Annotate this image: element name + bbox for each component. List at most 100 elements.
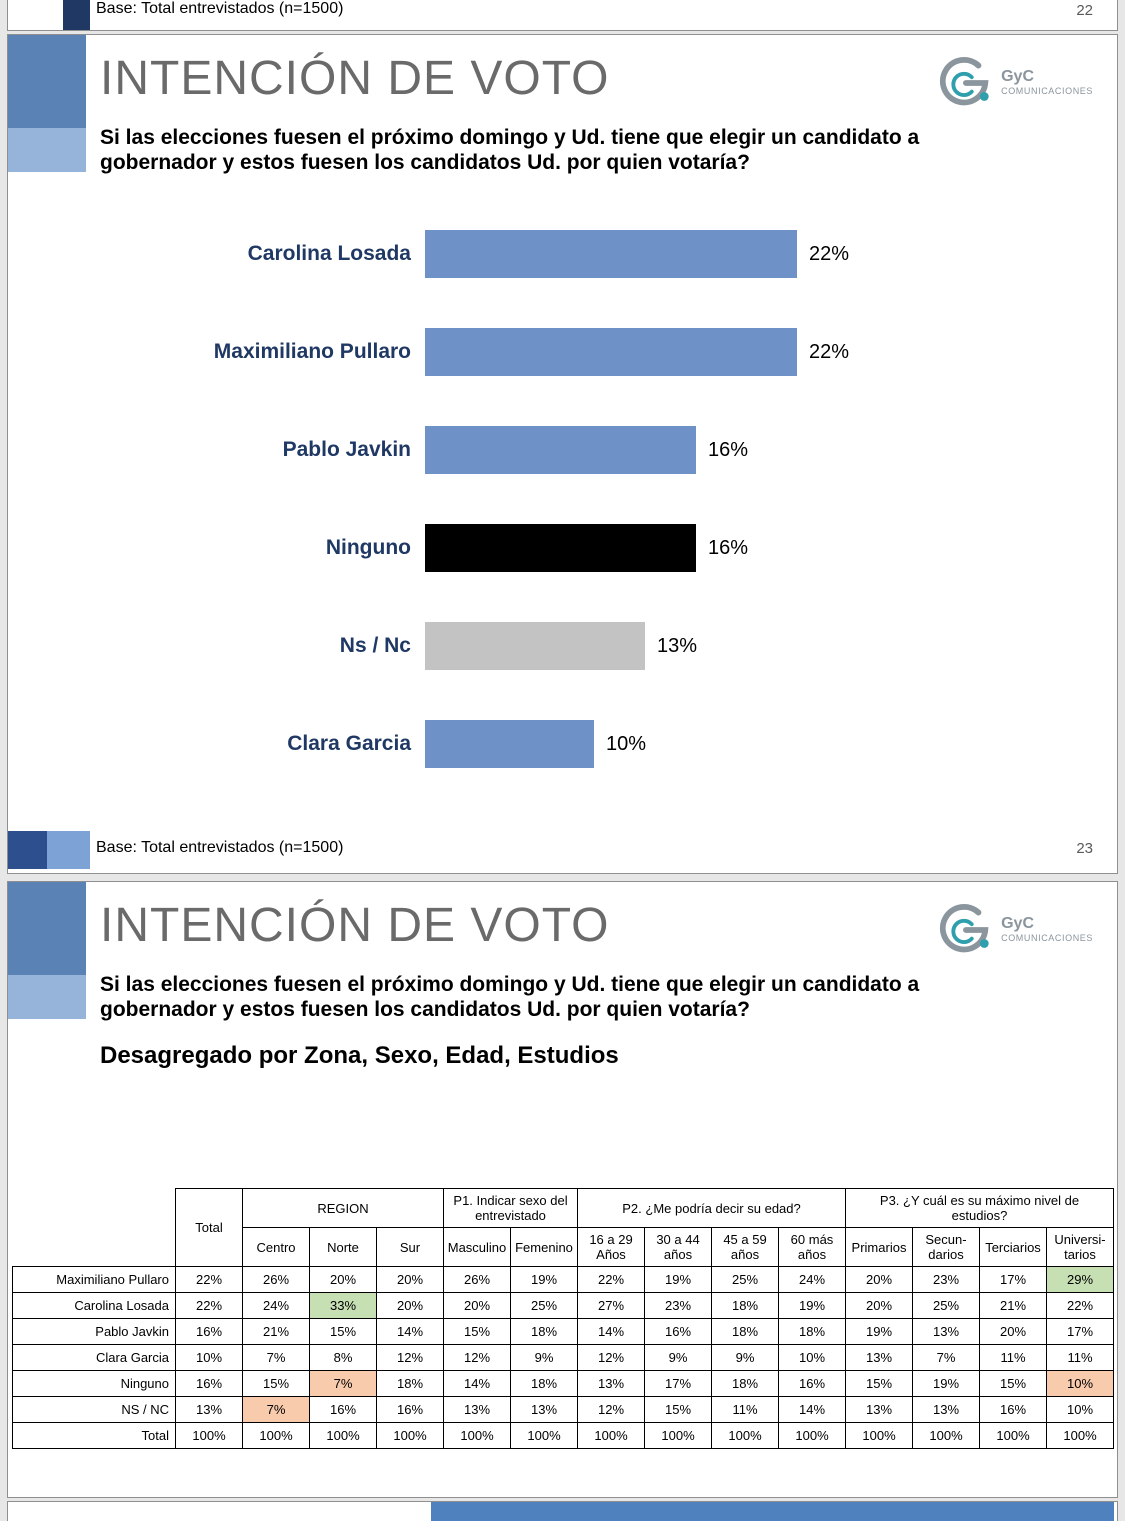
table-cell: 100% bbox=[711, 1422, 779, 1449]
table-cell: 11% bbox=[979, 1344, 1047, 1371]
column-group-header: REGION bbox=[242, 1188, 444, 1228]
table-cell: 15% bbox=[309, 1318, 377, 1345]
table-cell: 15% bbox=[443, 1318, 511, 1345]
slide-title: INTENCIÓN DE VOTO bbox=[100, 52, 610, 105]
bar-value-label: 22% bbox=[809, 242, 850, 265]
table-cell: 16% bbox=[175, 1370, 243, 1397]
logo-sub-text: COMUNICACIONES bbox=[1001, 933, 1093, 943]
slide-vote-intention-table: INTENCIÓN DE VOTO GyC COMUNICACIONES Si … bbox=[7, 881, 1118, 1498]
table-cell: 25% bbox=[912, 1292, 980, 1319]
bar bbox=[425, 720, 594, 768]
table-cell: 16% bbox=[778, 1370, 846, 1397]
question-line1: Si las elecciones fuesen el próximo domi… bbox=[100, 973, 920, 996]
table-cell: 13% bbox=[845, 1344, 913, 1371]
table-cell: 15% bbox=[979, 1370, 1047, 1397]
table-cell: 10% bbox=[1046, 1370, 1114, 1397]
bar-row: Carolina Losada 22% bbox=[8, 230, 1117, 278]
bar bbox=[425, 622, 645, 670]
prev-base-note: Base: Total entrevistados (n=1500) bbox=[96, 0, 344, 17]
accent-dark-block bbox=[8, 35, 86, 128]
row-label: NS / NC bbox=[12, 1396, 176, 1423]
table-corner bbox=[13, 1189, 176, 1228]
bar-value-label: 16% bbox=[708, 438, 749, 461]
table-cell: 17% bbox=[979, 1266, 1047, 1293]
table-corner bbox=[13, 1228, 176, 1267]
logo-brand-text: GyC bbox=[1001, 915, 1034, 932]
row-label: Pablo Javkin bbox=[12, 1318, 176, 1345]
table-cell: 18% bbox=[711, 1292, 779, 1319]
table-cell: 17% bbox=[1046, 1318, 1114, 1345]
slide-title: INTENCIÓN DE VOTO bbox=[100, 899, 610, 952]
column-group-header: P2. ¿Me podría decir su edad? bbox=[577, 1188, 846, 1228]
table-cell: 25% bbox=[510, 1292, 578, 1319]
table-cell: 7% bbox=[912, 1344, 980, 1371]
table-cell: 16% bbox=[175, 1318, 243, 1345]
table-cell: 100% bbox=[979, 1422, 1047, 1449]
table-cell: 14% bbox=[778, 1396, 846, 1423]
logo-brand-text: GyC bbox=[1001, 68, 1034, 85]
table-cell: 7% bbox=[242, 1344, 310, 1371]
bar bbox=[425, 524, 696, 572]
table-cell: 29% bbox=[1046, 1266, 1114, 1293]
column-subheader: Centro bbox=[242, 1227, 310, 1267]
prev-slide-bottom: Base: Total entrevistados (n=1500) 22 bbox=[7, 0, 1118, 31]
table-cell: 20% bbox=[845, 1266, 913, 1293]
table-cell: 19% bbox=[912, 1370, 980, 1397]
table-cell: 19% bbox=[510, 1266, 578, 1293]
table-cell: 22% bbox=[1046, 1292, 1114, 1319]
table-row: Total 100% 100% 100% 100% 100% 100% 100% 100% 100… bbox=[12, 1422, 1114, 1449]
table-cell: 18% bbox=[778, 1318, 846, 1345]
column-group-header: P3. ¿Y cuál es su máximo nivel de estudi… bbox=[845, 1188, 1114, 1228]
table-cell: 100% bbox=[912, 1422, 980, 1449]
gyc-logo-mark bbox=[940, 57, 989, 106]
table-cell: 100% bbox=[443, 1422, 511, 1449]
table-cell: 9% bbox=[510, 1344, 578, 1371]
table-cell: 15% bbox=[845, 1370, 913, 1397]
table-cell: 21% bbox=[242, 1318, 310, 1345]
column-subheader: Femenino bbox=[510, 1227, 578, 1267]
slide-vote-intention-chart: INTENCIÓN DE VOTO GyC COMUNICACIONES Si … bbox=[7, 34, 1118, 874]
table-cell: 19% bbox=[845, 1318, 913, 1345]
question-line2: gobernador y estos fuesen los candidatos… bbox=[100, 998, 750, 1021]
table-cell: 100% bbox=[175, 1422, 243, 1449]
table-cell: 10% bbox=[1046, 1396, 1114, 1423]
footer-accent bbox=[8, 831, 90, 869]
bar-category-label: Clara Garcia bbox=[287, 732, 411, 755]
column-header-total: Total bbox=[175, 1188, 243, 1267]
table-cell: 14% bbox=[443, 1370, 511, 1397]
table-cell: 27% bbox=[577, 1292, 645, 1319]
table-cell: 13% bbox=[577, 1370, 645, 1397]
table-cell: 15% bbox=[242, 1370, 310, 1397]
table-cell: 12% bbox=[577, 1344, 645, 1371]
table-cell: 100% bbox=[242, 1422, 310, 1449]
column-subheader: Primarios bbox=[845, 1227, 913, 1267]
column-subheader: 45 a 59 años bbox=[711, 1227, 779, 1267]
column-subheader: 16 a 29 Años bbox=[577, 1227, 645, 1267]
survey-question: Si las elecciones fuesen el próximo domi… bbox=[100, 972, 1117, 1022]
table-cell: 9% bbox=[644, 1344, 712, 1371]
column-subheader: 30 a 44 años bbox=[644, 1227, 712, 1267]
table-cell: 7% bbox=[242, 1396, 310, 1423]
table-cell: 13% bbox=[510, 1396, 578, 1423]
bar-category-label: Ninguno bbox=[325, 536, 411, 559]
column-subheader: Terciarios bbox=[979, 1227, 1047, 1267]
table-cell: 19% bbox=[778, 1292, 846, 1319]
table-cell: 20% bbox=[376, 1266, 444, 1293]
table-cell: 18% bbox=[510, 1318, 578, 1345]
table-cell: 14% bbox=[577, 1318, 645, 1345]
bar-value-label: 22% bbox=[809, 340, 850, 363]
question-line1: Si las elecciones fuesen el próximo domi… bbox=[100, 126, 920, 149]
next-slide-blue-bar bbox=[431, 1502, 1114, 1521]
bar bbox=[425, 426, 696, 474]
column-group-header: P1. Indicar sexo del entrevistado bbox=[443, 1188, 578, 1228]
table-cell: 20% bbox=[979, 1318, 1047, 1345]
table-cell: 16% bbox=[979, 1396, 1047, 1423]
table-cell: 26% bbox=[242, 1266, 310, 1293]
bar-category-label: Ns / Nc bbox=[339, 634, 411, 657]
gyc-logo-mark bbox=[940, 904, 989, 953]
bar-area: 16% bbox=[425, 426, 748, 474]
table-cell: 25% bbox=[711, 1266, 779, 1293]
table-row: Maximiliano Pullaro 22% 26% 20% 20% 26% 19% 22%… bbox=[12, 1266, 1114, 1293]
table-cell: 13% bbox=[912, 1396, 980, 1423]
gyc-logo: GyC COMUNICACIONES bbox=[935, 53, 1093, 111]
